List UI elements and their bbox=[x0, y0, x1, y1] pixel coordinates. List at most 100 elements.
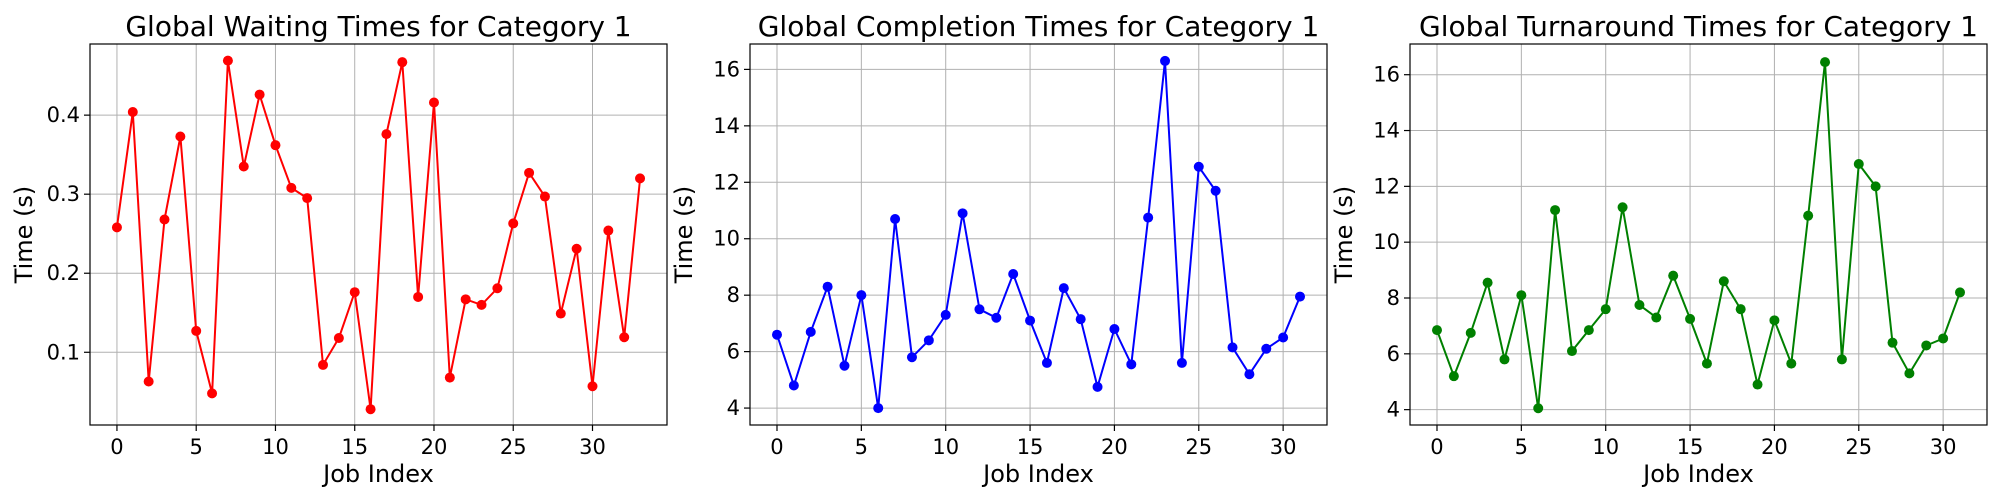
x-tick-label: 5 bbox=[1515, 435, 1528, 459]
data-point bbox=[839, 360, 850, 371]
data-point bbox=[619, 332, 630, 343]
data-point bbox=[1025, 315, 1036, 326]
series-line bbox=[1436, 61, 1961, 409]
series-line bbox=[776, 60, 1301, 409]
data-point bbox=[191, 325, 202, 336]
data-point bbox=[1109, 324, 1120, 335]
x-tick-label: 5 bbox=[855, 435, 868, 459]
y-tick-label: 14 bbox=[1373, 119, 1400, 143]
data-point bbox=[1008, 269, 1019, 280]
data-point bbox=[1803, 210, 1814, 221]
data-point bbox=[111, 222, 122, 233]
y-tick-label: 16 bbox=[1373, 63, 1400, 87]
completion-times-panel: 0 5 10 15 20 25 30 4 6 8 10 12 14 16 Global Completion… bbox=[670, 10, 1328, 488]
data-point bbox=[286, 182, 297, 193]
data-point bbox=[349, 287, 360, 298]
data-point bbox=[1126, 359, 1137, 370]
x-tick-label: 15 bbox=[1677, 435, 1704, 459]
data-point bbox=[805, 326, 816, 337]
data-point bbox=[1176, 357, 1187, 368]
data-point bbox=[1499, 354, 1510, 365]
data-point bbox=[1583, 325, 1594, 336]
data-point bbox=[1651, 312, 1662, 323]
y-tick-label: 10 bbox=[1373, 230, 1400, 254]
data-point bbox=[1701, 358, 1712, 369]
data-point bbox=[1735, 304, 1746, 315]
data-point bbox=[508, 218, 519, 229]
x-tick-label: 15 bbox=[341, 435, 368, 459]
data-point bbox=[635, 173, 646, 184]
y-tick-label: 0.2 bbox=[47, 261, 80, 285]
data-point bbox=[1227, 342, 1238, 353]
y-axis-label: Time (s) bbox=[670, 186, 698, 285]
data-point bbox=[1075, 314, 1086, 325]
data-point bbox=[906, 352, 917, 363]
y-tick-label: 6 bbox=[1387, 342, 1400, 366]
x-tick-label: 20 bbox=[1761, 435, 1788, 459]
data-point bbox=[1193, 161, 1204, 172]
x-tick-label: 25 bbox=[500, 435, 527, 459]
data-point bbox=[587, 381, 598, 392]
y-tick-label: 12 bbox=[1373, 174, 1400, 198]
data-point bbox=[1955, 287, 1966, 298]
data-point bbox=[1718, 276, 1729, 287]
series-line bbox=[115, 60, 642, 410]
data-point bbox=[318, 359, 329, 370]
data-point bbox=[1244, 369, 1255, 380]
data-point bbox=[1431, 325, 1442, 336]
x-tick-label: 0 bbox=[1430, 435, 1443, 459]
data-point bbox=[1041, 357, 1052, 368]
data-point bbox=[1600, 304, 1611, 315]
x-tick-label: 10 bbox=[1592, 435, 1619, 459]
data-point bbox=[476, 299, 487, 310]
x-tick-label: 20 bbox=[421, 435, 448, 459]
data-point bbox=[1210, 185, 1221, 196]
data-point bbox=[1092, 381, 1103, 392]
data-point bbox=[1938, 333, 1949, 344]
data-point bbox=[1634, 299, 1645, 310]
data-point bbox=[1853, 159, 1864, 170]
data-point bbox=[771, 329, 782, 340]
x-tick-label: 5 bbox=[190, 435, 203, 459]
data-point bbox=[1617, 202, 1628, 213]
data-point bbox=[222, 55, 233, 66]
data-point bbox=[365, 404, 376, 415]
y-tick-label: 16 bbox=[713, 57, 740, 81]
data-point bbox=[1870, 181, 1881, 192]
chart-title: Global Waiting Times for Category 1 bbox=[125, 10, 631, 43]
data-point bbox=[270, 140, 281, 151]
data-point bbox=[1752, 379, 1763, 390]
x-tick-label: 30 bbox=[1930, 435, 1957, 459]
data-point bbox=[1278, 332, 1289, 343]
data-point bbox=[428, 97, 439, 108]
data-point bbox=[1921, 340, 1932, 351]
x-axis-label: Job Index bbox=[981, 460, 1094, 488]
data-point bbox=[1295, 291, 1306, 302]
y-tick-label: 8 bbox=[1387, 286, 1400, 310]
data-point bbox=[1668, 270, 1679, 281]
data-point bbox=[381, 129, 392, 140]
x-tick-label: 15 bbox=[1017, 435, 1044, 459]
data-point bbox=[822, 281, 833, 292]
data-point bbox=[1904, 368, 1915, 379]
data-point bbox=[143, 376, 154, 387]
data-point bbox=[539, 191, 550, 202]
data-point bbox=[1550, 205, 1561, 216]
data-point bbox=[1482, 277, 1493, 288]
data-point bbox=[492, 283, 503, 294]
data-point bbox=[1516, 290, 1527, 301]
data-point bbox=[1836, 354, 1847, 365]
plot-frame bbox=[749, 43, 1328, 426]
data-point bbox=[1887, 337, 1898, 348]
data-point bbox=[1143, 212, 1154, 223]
y-axis-label: Time (s) bbox=[10, 186, 38, 285]
plot-frame bbox=[1409, 43, 1988, 426]
y-tick-label: 0.1 bbox=[47, 340, 80, 364]
data-point bbox=[991, 312, 1002, 323]
y-tick-label: 6 bbox=[727, 340, 740, 364]
data-point bbox=[333, 333, 344, 344]
data-point bbox=[238, 161, 249, 172]
x-tick-label: 0 bbox=[770, 435, 783, 459]
y-axis-label: Time (s) bbox=[1330, 186, 1358, 285]
x-tick-label: 30 bbox=[1270, 435, 1297, 459]
